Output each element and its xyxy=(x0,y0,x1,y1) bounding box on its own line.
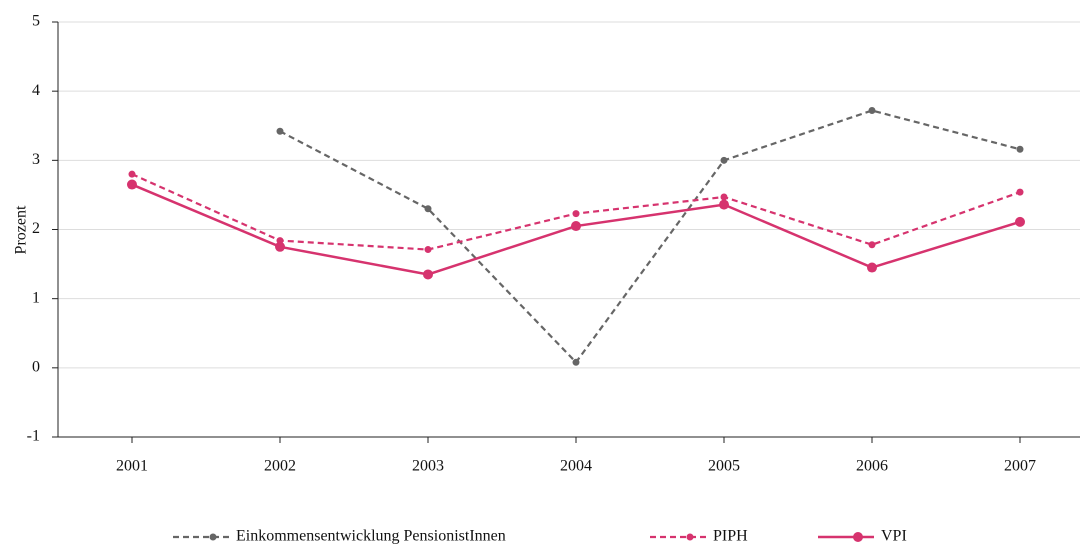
y-tick-label: 2 xyxy=(32,220,40,237)
point xyxy=(424,205,432,213)
point xyxy=(1015,216,1025,227)
y-tick-label: 1 xyxy=(32,289,40,306)
legend-label: Einkommensentwicklung PensionistInnen xyxy=(236,528,506,545)
point xyxy=(424,246,432,254)
x-tick-label: 2001 xyxy=(116,458,148,475)
point xyxy=(571,221,581,232)
x-tick-label: 2007 xyxy=(1004,458,1036,475)
legend-marker xyxy=(686,533,694,541)
point xyxy=(275,241,285,252)
y-axis-label: Prozent xyxy=(13,205,30,254)
point xyxy=(423,269,433,280)
point xyxy=(1016,188,1024,196)
x-tick-label: 2003 xyxy=(412,458,444,475)
x-tick-label: 2006 xyxy=(856,458,888,475)
x-tick-label: 2004 xyxy=(560,458,592,475)
point xyxy=(868,241,876,249)
legend-label: VPI xyxy=(881,528,907,545)
x-tick-label: 2005 xyxy=(708,458,740,475)
y-tick-label: 0 xyxy=(32,359,40,376)
point xyxy=(276,127,284,135)
point xyxy=(867,262,877,273)
y-tick-label: 4 xyxy=(32,82,40,99)
legend-marker xyxy=(853,532,863,542)
point xyxy=(720,193,728,201)
y-tick-label: 5 xyxy=(32,13,40,30)
y-tick-label: 3 xyxy=(32,151,40,168)
point xyxy=(720,156,728,164)
point xyxy=(127,179,137,190)
point xyxy=(128,170,136,178)
legend-marker xyxy=(209,533,217,541)
y-tick-label: -1 xyxy=(27,428,40,445)
series-line xyxy=(279,109,1021,365)
point xyxy=(1016,145,1024,153)
point xyxy=(572,358,580,366)
point xyxy=(572,210,580,218)
point xyxy=(719,199,729,210)
x-tick-label: 2002 xyxy=(264,458,296,475)
point xyxy=(868,107,876,115)
legend-label: PIPH xyxy=(713,528,748,545)
